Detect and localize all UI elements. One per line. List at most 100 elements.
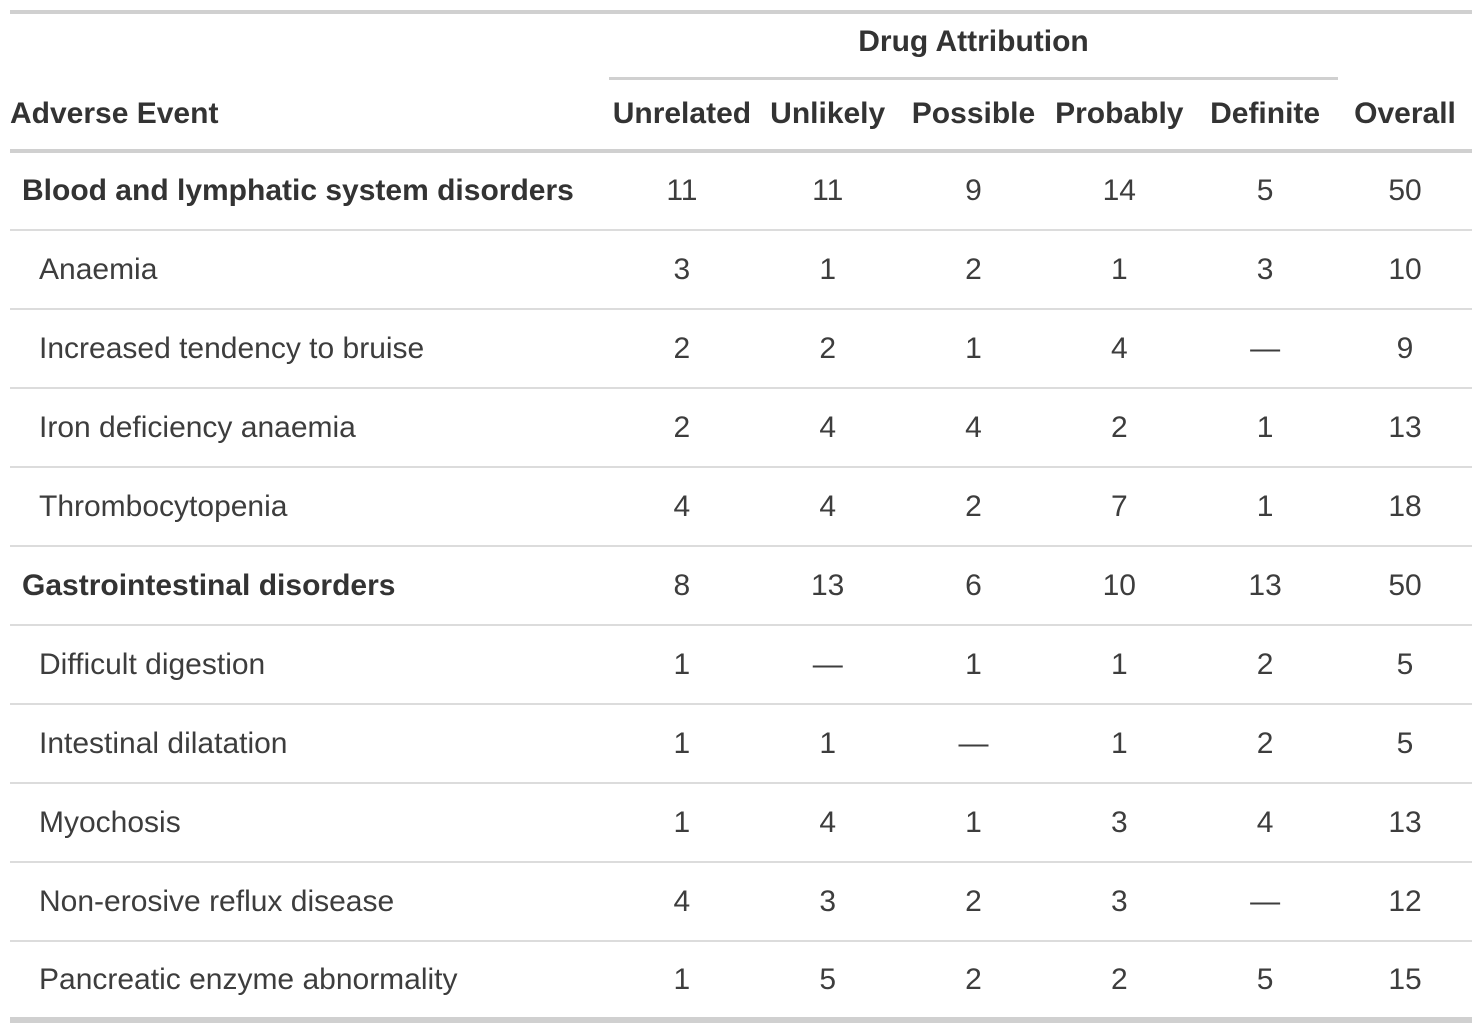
column-header-row: Adverse Event Unrelated Unlikely Possibl… (10, 78, 1473, 153)
table-row: Myochosis 1 4 1 3 4 13 (10, 783, 1473, 862)
cell-definite: 2 (1256, 726, 1274, 760)
cell-unrelated: 11 (666, 174, 698, 207)
cell-probably: 10 (1102, 568, 1136, 602)
cell-unrelated: 3 (673, 252, 691, 286)
column-header-possible: Possible (900, 78, 1047, 153)
cell-definite: 3 (1256, 252, 1274, 286)
cell-probably: 1 (1110, 252, 1128, 286)
cell-probably: 4 (1110, 331, 1128, 365)
cell-unlikely: 4 (819, 410, 837, 444)
row-label: Blood and lymphatic system disorders (22, 174, 574, 207)
row-label: Myochosis (39, 805, 181, 839)
row-label: Thrombocytopenia (39, 489, 288, 523)
cell-definite: — (1250, 331, 1281, 365)
table-row: Blood and lymphatic system disorders 11 … (10, 151, 1473, 230)
row-label: Anaemia (39, 252, 158, 286)
cell-unlikely: 1 (819, 252, 837, 286)
cell-probably: 14 (1102, 174, 1136, 207)
cell-overall: 5 (1396, 726, 1414, 760)
table-row: Pancreatic enzyme abnormality 1 5 2 2 5 … (10, 941, 1473, 1020)
cell-overall: 13 (1388, 410, 1422, 444)
cell-overall: 18 (1388, 489, 1422, 523)
cell-overall: 9 (1396, 331, 1414, 365)
row-label: Intestinal dilatation (39, 726, 288, 760)
cell-probably: 1 (1110, 647, 1128, 681)
row-label: Gastrointestinal disorders (22, 568, 396, 602)
cell-unrelated: 4 (673, 489, 691, 523)
cell-unlikely: 2 (819, 331, 837, 365)
cell-definite: 1 (1256, 410, 1274, 444)
cell-possible: 1 (965, 647, 982, 681)
cell-definite: 1 (1256, 489, 1274, 523)
cell-probably: 3 (1110, 805, 1128, 839)
cell-overall: 12 (1388, 884, 1422, 918)
table-row: Anaemia 3 1 2 1 3 10 (10, 230, 1473, 309)
table-row: Increased tendency to bruise 2 2 1 4 — 9 (10, 309, 1473, 388)
cell-unlikely: 5 (819, 962, 837, 996)
cell-definite: 5 (1256, 174, 1274, 207)
cell-unlikely: 11 (812, 174, 844, 207)
cell-unlikely: 4 (819, 489, 837, 523)
cell-definite: 2 (1256, 647, 1274, 681)
cell-overall: 50 (1388, 174, 1422, 207)
cell-unrelated: 8 (673, 568, 691, 602)
cell-unlikely: — (812, 647, 843, 681)
cell-possible: 2 (965, 252, 982, 286)
table-row: Gastrointestinal disorders 8 13 6 10 13 … (10, 546, 1473, 625)
cell-possible: — (958, 726, 989, 760)
cell-possible: 1 (965, 331, 982, 365)
table-row: Iron deficiency anaemia 2 4 4 2 1 13 (10, 388, 1473, 467)
adverse-events-table: Drug Attribution Adverse Event Unrelated… (10, 10, 1473, 1023)
cell-overall: 50 (1388, 568, 1422, 602)
cell-overall: 10 (1388, 252, 1422, 286)
cell-unlikely: 4 (819, 805, 837, 839)
table-body: Blood and lymphatic system disorders 11 … (10, 151, 1473, 1020)
cell-possible: 4 (965, 410, 982, 444)
column-header-unrelated: Unrelated (609, 78, 755, 153)
cell-possible: 2 (965, 489, 982, 523)
cell-probably: 2 (1110, 962, 1128, 996)
cell-possible: 2 (965, 884, 982, 918)
cell-possible: 2 (965, 962, 982, 996)
cell-overall: 15 (1388, 962, 1422, 996)
cell-probably: 7 (1110, 489, 1128, 523)
cell-definite: 5 (1256, 962, 1274, 996)
table-row: Thrombocytopenia 4 4 2 7 1 18 (10, 467, 1473, 546)
cell-unrelated: 2 (673, 331, 691, 365)
cell-probably: 1 (1110, 726, 1128, 760)
cell-unrelated: 2 (673, 410, 691, 444)
cell-definite: 13 (1248, 568, 1282, 602)
row-label: Non-erosive reflux disease (39, 884, 395, 918)
row-label: Difficult digestion (39, 647, 266, 681)
cell-unrelated: 4 (673, 884, 691, 918)
stub-header: Adverse Event (10, 78, 609, 153)
cell-definite: 4 (1256, 805, 1274, 839)
spanner-row: Drug Attribution (10, 12, 1472, 80)
cell-overall: 5 (1396, 647, 1414, 681)
cell-unlikely: 13 (811, 568, 845, 602)
cell-unrelated: 1 (673, 647, 691, 681)
column-header-unlikely: Unlikely (754, 78, 901, 153)
table-row: Intestinal dilatation 1 1 — 1 2 5 (10, 704, 1473, 783)
cell-unlikely: 3 (819, 884, 837, 918)
spanner-label: Drug Attribution (609, 12, 1339, 80)
cell-unrelated: 1 (673, 805, 691, 839)
table-row: Non-erosive reflux disease 4 3 2 3 — 12 (10, 862, 1473, 941)
row-label: Increased tendency to bruise (39, 331, 425, 365)
cell-possible: 1 (965, 805, 982, 839)
table-row: Difficult digestion 1 — 1 1 2 5 (10, 625, 1473, 704)
cell-overall: 13 (1388, 805, 1422, 839)
spanner-overall-spacer (1338, 12, 1472, 78)
column-header-probably: Probably (1046, 78, 1193, 153)
column-header-definite: Definite (1192, 78, 1339, 153)
cell-definite: — (1250, 884, 1281, 918)
cell-unrelated: 1 (673, 962, 691, 996)
column-header-overall: Overall (1338, 78, 1473, 153)
row-label: Iron deficiency anaemia (39, 410, 356, 444)
cell-probably: 2 (1110, 410, 1128, 444)
cell-possible: 9 (965, 174, 982, 207)
spanner-stub-spacer (10, 12, 609, 78)
cell-unrelated: 1 (673, 726, 691, 760)
cell-unlikely: 1 (819, 726, 837, 760)
